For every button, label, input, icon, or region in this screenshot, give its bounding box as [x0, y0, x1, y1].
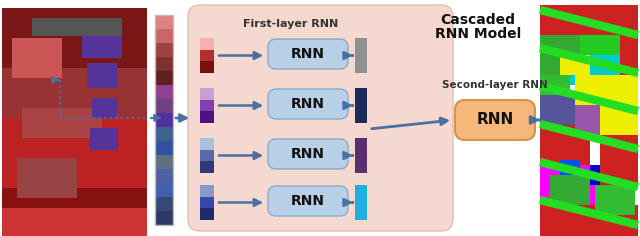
Text: Second-layer RNN: Second-layer RNN	[442, 80, 548, 90]
Bar	[155, 57, 173, 71]
Bar	[595, 185, 635, 215]
Bar	[600, 95, 638, 135]
Bar	[2, 118, 147, 188]
Bar	[2, 8, 147, 68]
Bar	[155, 211, 173, 225]
Bar	[355, 88, 367, 123]
Bar	[155, 197, 173, 211]
Bar	[590, 165, 600, 185]
Bar	[2, 188, 147, 236]
Bar	[155, 99, 173, 113]
Text: RNN: RNN	[291, 97, 325, 111]
Text: RNN: RNN	[476, 113, 514, 127]
Bar	[32, 18, 122, 36]
FancyBboxPatch shape	[268, 89, 348, 119]
Bar	[560, 55, 590, 75]
FancyBboxPatch shape	[188, 5, 453, 231]
Bar	[155, 113, 173, 127]
Bar	[540, 5, 638, 35]
Bar	[17, 158, 77, 198]
Bar	[560, 160, 580, 175]
Bar	[580, 35, 638, 55]
Bar	[12, 38, 62, 78]
FancyBboxPatch shape	[455, 100, 535, 140]
Bar	[540, 35, 580, 75]
Bar	[155, 15, 173, 225]
Bar	[90, 128, 118, 150]
Bar	[200, 38, 214, 50]
Bar	[155, 71, 173, 85]
Bar	[155, 183, 173, 197]
Bar	[575, 105, 600, 135]
Bar	[155, 29, 173, 43]
FancyBboxPatch shape	[268, 39, 348, 69]
FancyBboxPatch shape	[268, 186, 348, 216]
Bar	[540, 205, 638, 236]
FancyBboxPatch shape	[268, 139, 348, 169]
Bar	[575, 75, 605, 105]
Text: RNN: RNN	[291, 47, 325, 61]
Text: First-layer RNN: First-layer RNN	[243, 19, 338, 29]
Bar	[540, 75, 570, 125]
Bar	[2, 68, 147, 118]
Bar	[200, 61, 214, 73]
Bar	[200, 197, 214, 208]
Bar	[155, 43, 173, 57]
Bar	[155, 141, 173, 155]
Bar	[82, 28, 122, 58]
Bar	[540, 95, 575, 125]
Bar	[355, 185, 367, 220]
Bar	[200, 161, 214, 173]
Bar	[2, 208, 147, 236]
Bar	[87, 63, 117, 88]
Text: RNN: RNN	[291, 147, 325, 161]
Bar	[200, 111, 214, 123]
Bar	[200, 88, 214, 100]
Bar	[355, 138, 367, 173]
Bar	[605, 75, 638, 125]
Bar	[155, 127, 173, 141]
Text: Cascaded: Cascaded	[440, 13, 515, 27]
Bar	[155, 85, 173, 99]
Bar	[600, 135, 638, 185]
Bar	[200, 100, 214, 111]
Bar	[540, 165, 600, 205]
Bar	[200, 50, 214, 61]
Bar	[155, 155, 173, 169]
Bar	[92, 98, 117, 118]
Bar	[540, 125, 590, 165]
Bar	[200, 138, 214, 150]
Bar	[200, 150, 214, 161]
Bar	[355, 38, 367, 73]
Text: RNN Model: RNN Model	[435, 27, 521, 41]
Bar	[590, 105, 638, 135]
Bar	[155, 169, 173, 183]
Bar	[200, 208, 214, 220]
Bar	[570, 55, 620, 85]
Bar	[22, 108, 102, 138]
Bar	[200, 185, 214, 197]
Text: RNN: RNN	[291, 194, 325, 208]
Bar	[155, 15, 173, 29]
Bar	[550, 175, 590, 205]
Bar	[620, 35, 638, 75]
